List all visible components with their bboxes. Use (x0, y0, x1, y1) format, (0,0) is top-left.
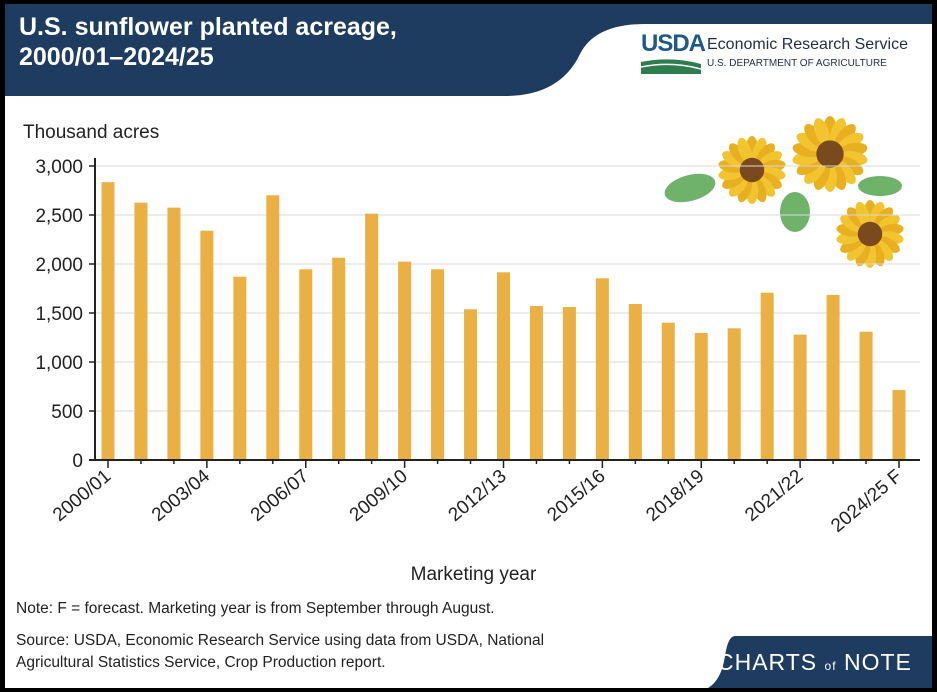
agency-name: Economic Research Service (707, 36, 908, 53)
bar-2007/08 (332, 257, 346, 460)
x-tick-label: 2003/04 (148, 465, 214, 526)
bar-2000/01 (101, 182, 115, 461)
bar-2014/15 (562, 307, 576, 460)
bar-2001/02 (134, 202, 148, 461)
brand-note: NOTE (843, 649, 912, 675)
x-tick-label: 2018/19 (642, 466, 708, 526)
bar-2006/07 (299, 269, 313, 460)
chart-title: U.S. sunflower planted acreage, 2000/01–… (19, 12, 439, 72)
usda-mark: USDA (641, 30, 706, 57)
bar-2002/03 (167, 207, 181, 460)
bar-2024/25 F (892, 390, 906, 460)
sunflower-icon (792, 116, 868, 192)
y-tick-label: 500 (51, 402, 83, 423)
bar-2015/16 (595, 278, 609, 460)
y-tick-label: 1,000 (35, 353, 83, 374)
usda-fields-icon (641, 59, 701, 74)
bar-2022/23 (826, 294, 840, 460)
bar-2017/18 (661, 322, 675, 460)
title-line-1: U.S. sunflower planted acreage, (19, 13, 397, 41)
x-tick-label: 2000/01 (49, 466, 115, 526)
source-note: Source: USDA, Economic Research Service … (16, 630, 716, 674)
bar-2013/14 (529, 306, 543, 460)
chart-frame: U.S. sunflower planted acreage, 2000/01–… (5, 4, 932, 688)
bar-2011/12 (464, 309, 478, 460)
bar-2005/06 (266, 195, 280, 460)
sunflower-icon (836, 200, 904, 268)
x-tick-label: 2024/25 F (827, 466, 906, 537)
bar-2021/22 (793, 334, 807, 460)
bar-2010/11 (431, 269, 445, 460)
x-axis-label: Marketing year (5, 564, 932, 586)
bar-2020/21 (760, 292, 774, 460)
bar-chart: 0 500 1,000 1,500 2,000 2,500 3,000 2000/01 2003… (35, 157, 920, 537)
source-line-1: Source: USDA, Economic Research Service … (16, 632, 545, 649)
charts-of-note-logo: CHARTS of NOTE (717, 649, 912, 676)
y-tick-label: 0 (72, 451, 83, 472)
department-name: U.S. DEPARTMENT OF AGRICULTURE (707, 58, 887, 69)
brand-of: of (824, 659, 837, 673)
bar-2008/09 (365, 213, 379, 460)
x-tick-label: 2006/07 (247, 466, 313, 526)
bar-2003/04 (200, 230, 214, 460)
brand-charts: CHARTS (717, 649, 818, 675)
bar-2004/05 (233, 276, 247, 460)
bar-2009/10 (398, 261, 412, 460)
y-axis-label: Thousand acres (23, 122, 160, 143)
x-axis-label-text: Marketing year (410, 564, 537, 585)
y-tick-label: 1,500 (35, 304, 83, 325)
charts-of-note-band (707, 636, 932, 688)
x-tick-label: 2012/13 (445, 466, 511, 526)
sunflower-illustration (664, 116, 904, 268)
y-tick-label: 2,000 (35, 255, 83, 276)
source-line-2: Agricultural Statistics Service, Crop Pr… (16, 654, 386, 671)
y-tick-label: 3,000 (35, 157, 83, 178)
header-band (5, 4, 932, 96)
footnote: Note: F = forecast. Marketing year is fr… (16, 600, 495, 617)
x-tick-label: 2021/22 (741, 466, 807, 526)
x-tick-label: 2015/16 (543, 466, 609, 526)
x-tick-label: 2009/10 (346, 466, 412, 526)
title-line-2: 2000/01–2024/25 (19, 43, 214, 71)
y-tick-label: 2,500 (35, 206, 83, 227)
bar-2016/17 (628, 303, 642, 460)
bar-2012/13 (497, 272, 510, 460)
bar-2018/19 (694, 332, 708, 460)
bar-2023/24 (859, 331, 873, 460)
bar-2019/20 (727, 328, 741, 460)
